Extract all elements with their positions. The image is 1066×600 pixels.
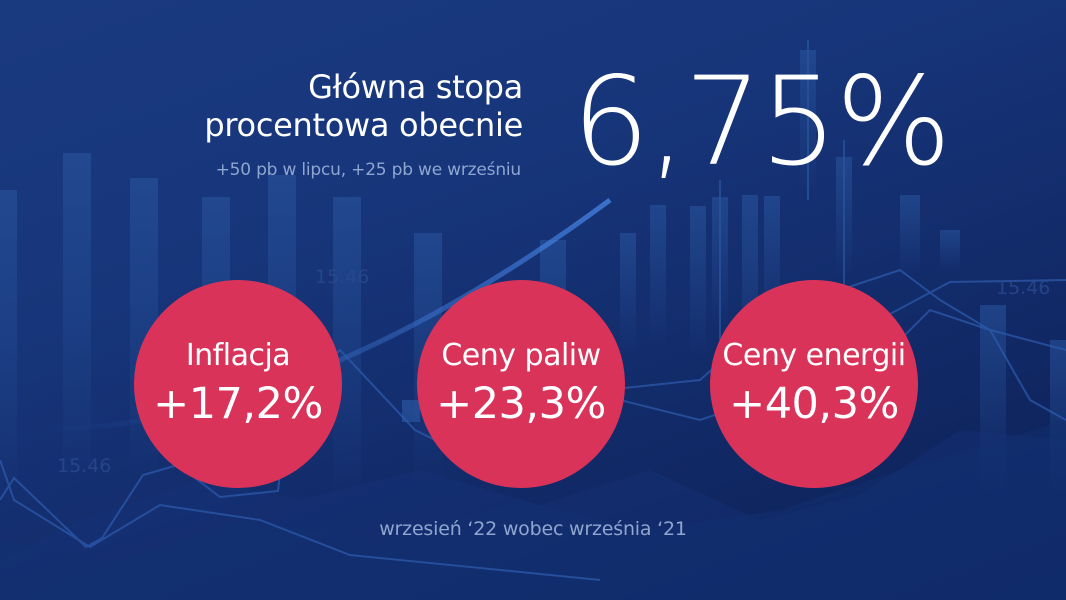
indicator-value: +40,3% (729, 379, 899, 429)
indicator-label: Ceny paliw (441, 338, 601, 373)
indicator-inflation: Inflacja +17,2% (134, 280, 342, 488)
indicator-label: Ceny energii (722, 338, 906, 373)
indicator-value: +23,3% (436, 379, 606, 429)
ghost-label: 15.46 (57, 455, 112, 477)
indicator-value: +17,2% (153, 379, 323, 429)
indicator-energy-prices: Ceny energii +40,3% (710, 280, 918, 488)
ghost-label: 15.46 (315, 266, 370, 288)
indicator-label: Inflacja (185, 338, 291, 373)
ghost-label: 15.46 (996, 277, 1051, 299)
headline-line-1: Główna stopa (308, 68, 523, 106)
headline: Główna stopa procentowa obecnie (204, 68, 523, 144)
headline-subtext: +50 pb w lipcu, +25 pb we wrześniu (215, 160, 522, 180)
interest-rate-value: 6,75% (572, 51, 952, 193)
footnote: wrzesień ‘22 wobec września ‘21 (379, 518, 687, 540)
headline-line-2: procentowa obecnie (204, 106, 523, 144)
indicator-fuel-prices: Ceny paliw +23,3% (417, 280, 625, 488)
